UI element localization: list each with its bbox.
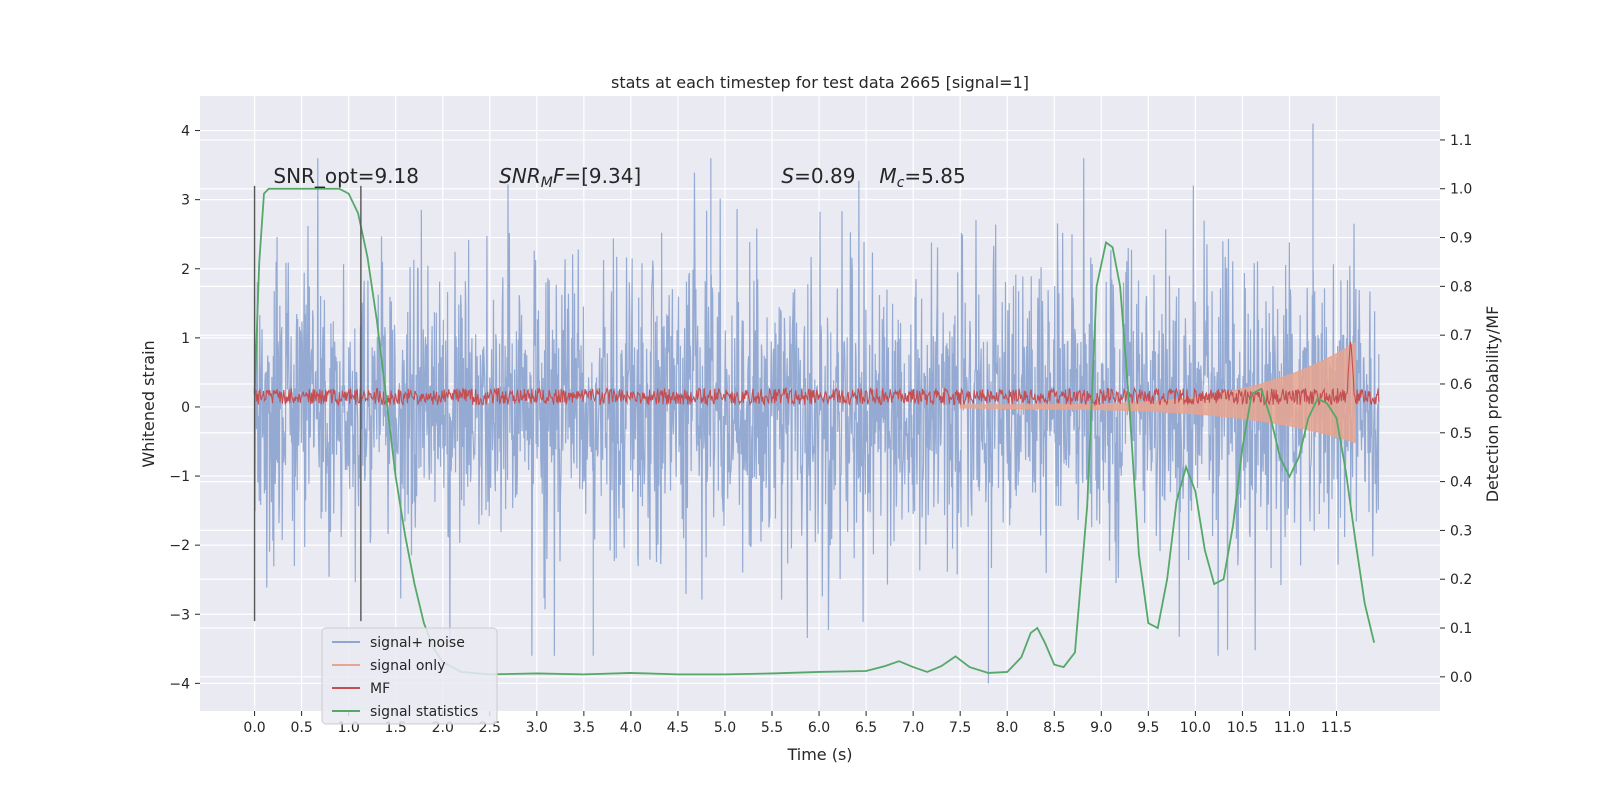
legend-entry: MF — [370, 681, 390, 697]
y2-tick-label: 0.5 — [1450, 426, 1472, 442]
x-tick-label: 4.0 — [620, 720, 642, 736]
y-axis-label: Whitened strain — [139, 340, 158, 467]
legend: signal+ noise signal only MF signal statist… — [321, 627, 498, 725]
series-signal-statistics — [253, 187, 1376, 676]
y-tick-label: 2 — [181, 262, 190, 278]
annotation-s-symbol: S — [781, 164, 794, 188]
x-tick-label: 11.0 — [1274, 720, 1305, 736]
x-tick-label: 0.5 — [290, 720, 312, 736]
plot-series — [253, 123, 1380, 684]
annotation-s-value: =0.89 — [794, 164, 855, 188]
left-axis: −4 −3 −2 −1 0 1 2 3 4 — [169, 124, 200, 692]
y2-tick-label: 0.7 — [1450, 328, 1472, 344]
legend-entry: signal statistics — [370, 704, 478, 720]
annotation-mc-symbol: M — [879, 164, 896, 188]
y2-tick-label: 0.6 — [1450, 377, 1472, 393]
y2-tick-label: 0.1 — [1450, 621, 1472, 637]
x-tick-label: 6.0 — [808, 720, 830, 736]
x-tick-label: 7.0 — [902, 720, 924, 736]
y2-tick-label: 1.0 — [1450, 182, 1472, 198]
x-tick-label: 5.5 — [761, 720, 783, 736]
y-tick-label: −3 — [169, 607, 190, 623]
legend-entry: signal only — [370, 658, 445, 674]
legend-box — [321, 627, 498, 725]
series-signal-noise — [253, 123, 1380, 684]
y2-axis-label: Detection probability/MF — [1483, 306, 1502, 503]
x-tick-label: 11.5 — [1321, 720, 1352, 736]
annotations: SNR_opt=9.18 SNRMF=[9.34] S=0.89 Mc=5.85 — [273, 164, 965, 191]
y2-tick-label: 0.4 — [1450, 475, 1472, 491]
annotation-snr-mf-sub: M — [541, 175, 553, 191]
annotation-snr-opt: SNR_opt=9.18 — [273, 164, 419, 188]
x-tick-label: 9.0 — [1090, 720, 1112, 736]
x-tick-label: 6.5 — [855, 720, 877, 736]
legend-entry: signal+ noise — [370, 635, 465, 651]
y2-tick-label: 0.9 — [1450, 231, 1472, 247]
annotation-snr-mf-value: =[9.34] — [564, 164, 641, 188]
x-tick-label: 7.5 — [949, 720, 971, 736]
y-tick-label: 1 — [181, 331, 190, 347]
annotation-mc-sub: c — [897, 175, 905, 191]
x-tick-label: 4.5 — [667, 720, 689, 736]
right-axis: 0.0 0.1 0.2 0.3 0.4 0.5 0.6 0.7 0.8 0.9 1.0 1.1 — [1440, 133, 1472, 686]
y-tick-label: 4 — [181, 124, 190, 140]
y2-tick-label: 0.0 — [1450, 670, 1472, 686]
x-tick-label: 3.5 — [573, 720, 595, 736]
y2-tick-label: 0.8 — [1450, 279, 1472, 295]
x-tick-label: 5.0 — [714, 720, 736, 736]
x-axis-label: Time (s) — [786, 745, 852, 764]
y-tick-label: −1 — [169, 469, 190, 485]
x-tick-label: 10.0 — [1180, 720, 1211, 736]
y-tick-label: 0 — [181, 400, 190, 416]
annotation-mc-value: =5.85 — [904, 164, 965, 188]
y-tick-label: −2 — [169, 538, 190, 554]
y2-tick-label: 0.3 — [1450, 523, 1472, 539]
y2-tick-label: 1.1 — [1450, 133, 1472, 149]
x-tick-label: 9.5 — [1137, 720, 1159, 736]
y-tick-label: −4 — [169, 676, 190, 692]
annotation-snr-mf: SNRMF=[9.34] — [499, 164, 641, 191]
y-tick-label: 3 — [181, 193, 190, 209]
chart-title: stats at each timestep for test data 266… — [611, 73, 1029, 92]
annotation-s-mc: S=0.89 Mc=5.85 — [781, 164, 965, 191]
y2-tick-label: 0.2 — [1450, 572, 1472, 588]
x-tick-label: 0.0 — [243, 720, 265, 736]
x-tick-label: 10.5 — [1227, 720, 1258, 736]
x-tick-label: 8.0 — [996, 720, 1018, 736]
x-tick-label: 8.5 — [1043, 720, 1065, 736]
x-tick-label: 3.0 — [526, 720, 548, 736]
annotation-snr-mf-f: F — [553, 164, 565, 188]
series-mf — [254, 341, 1380, 407]
annotation-snr-mf-symbol: SNR — [499, 164, 541, 188]
